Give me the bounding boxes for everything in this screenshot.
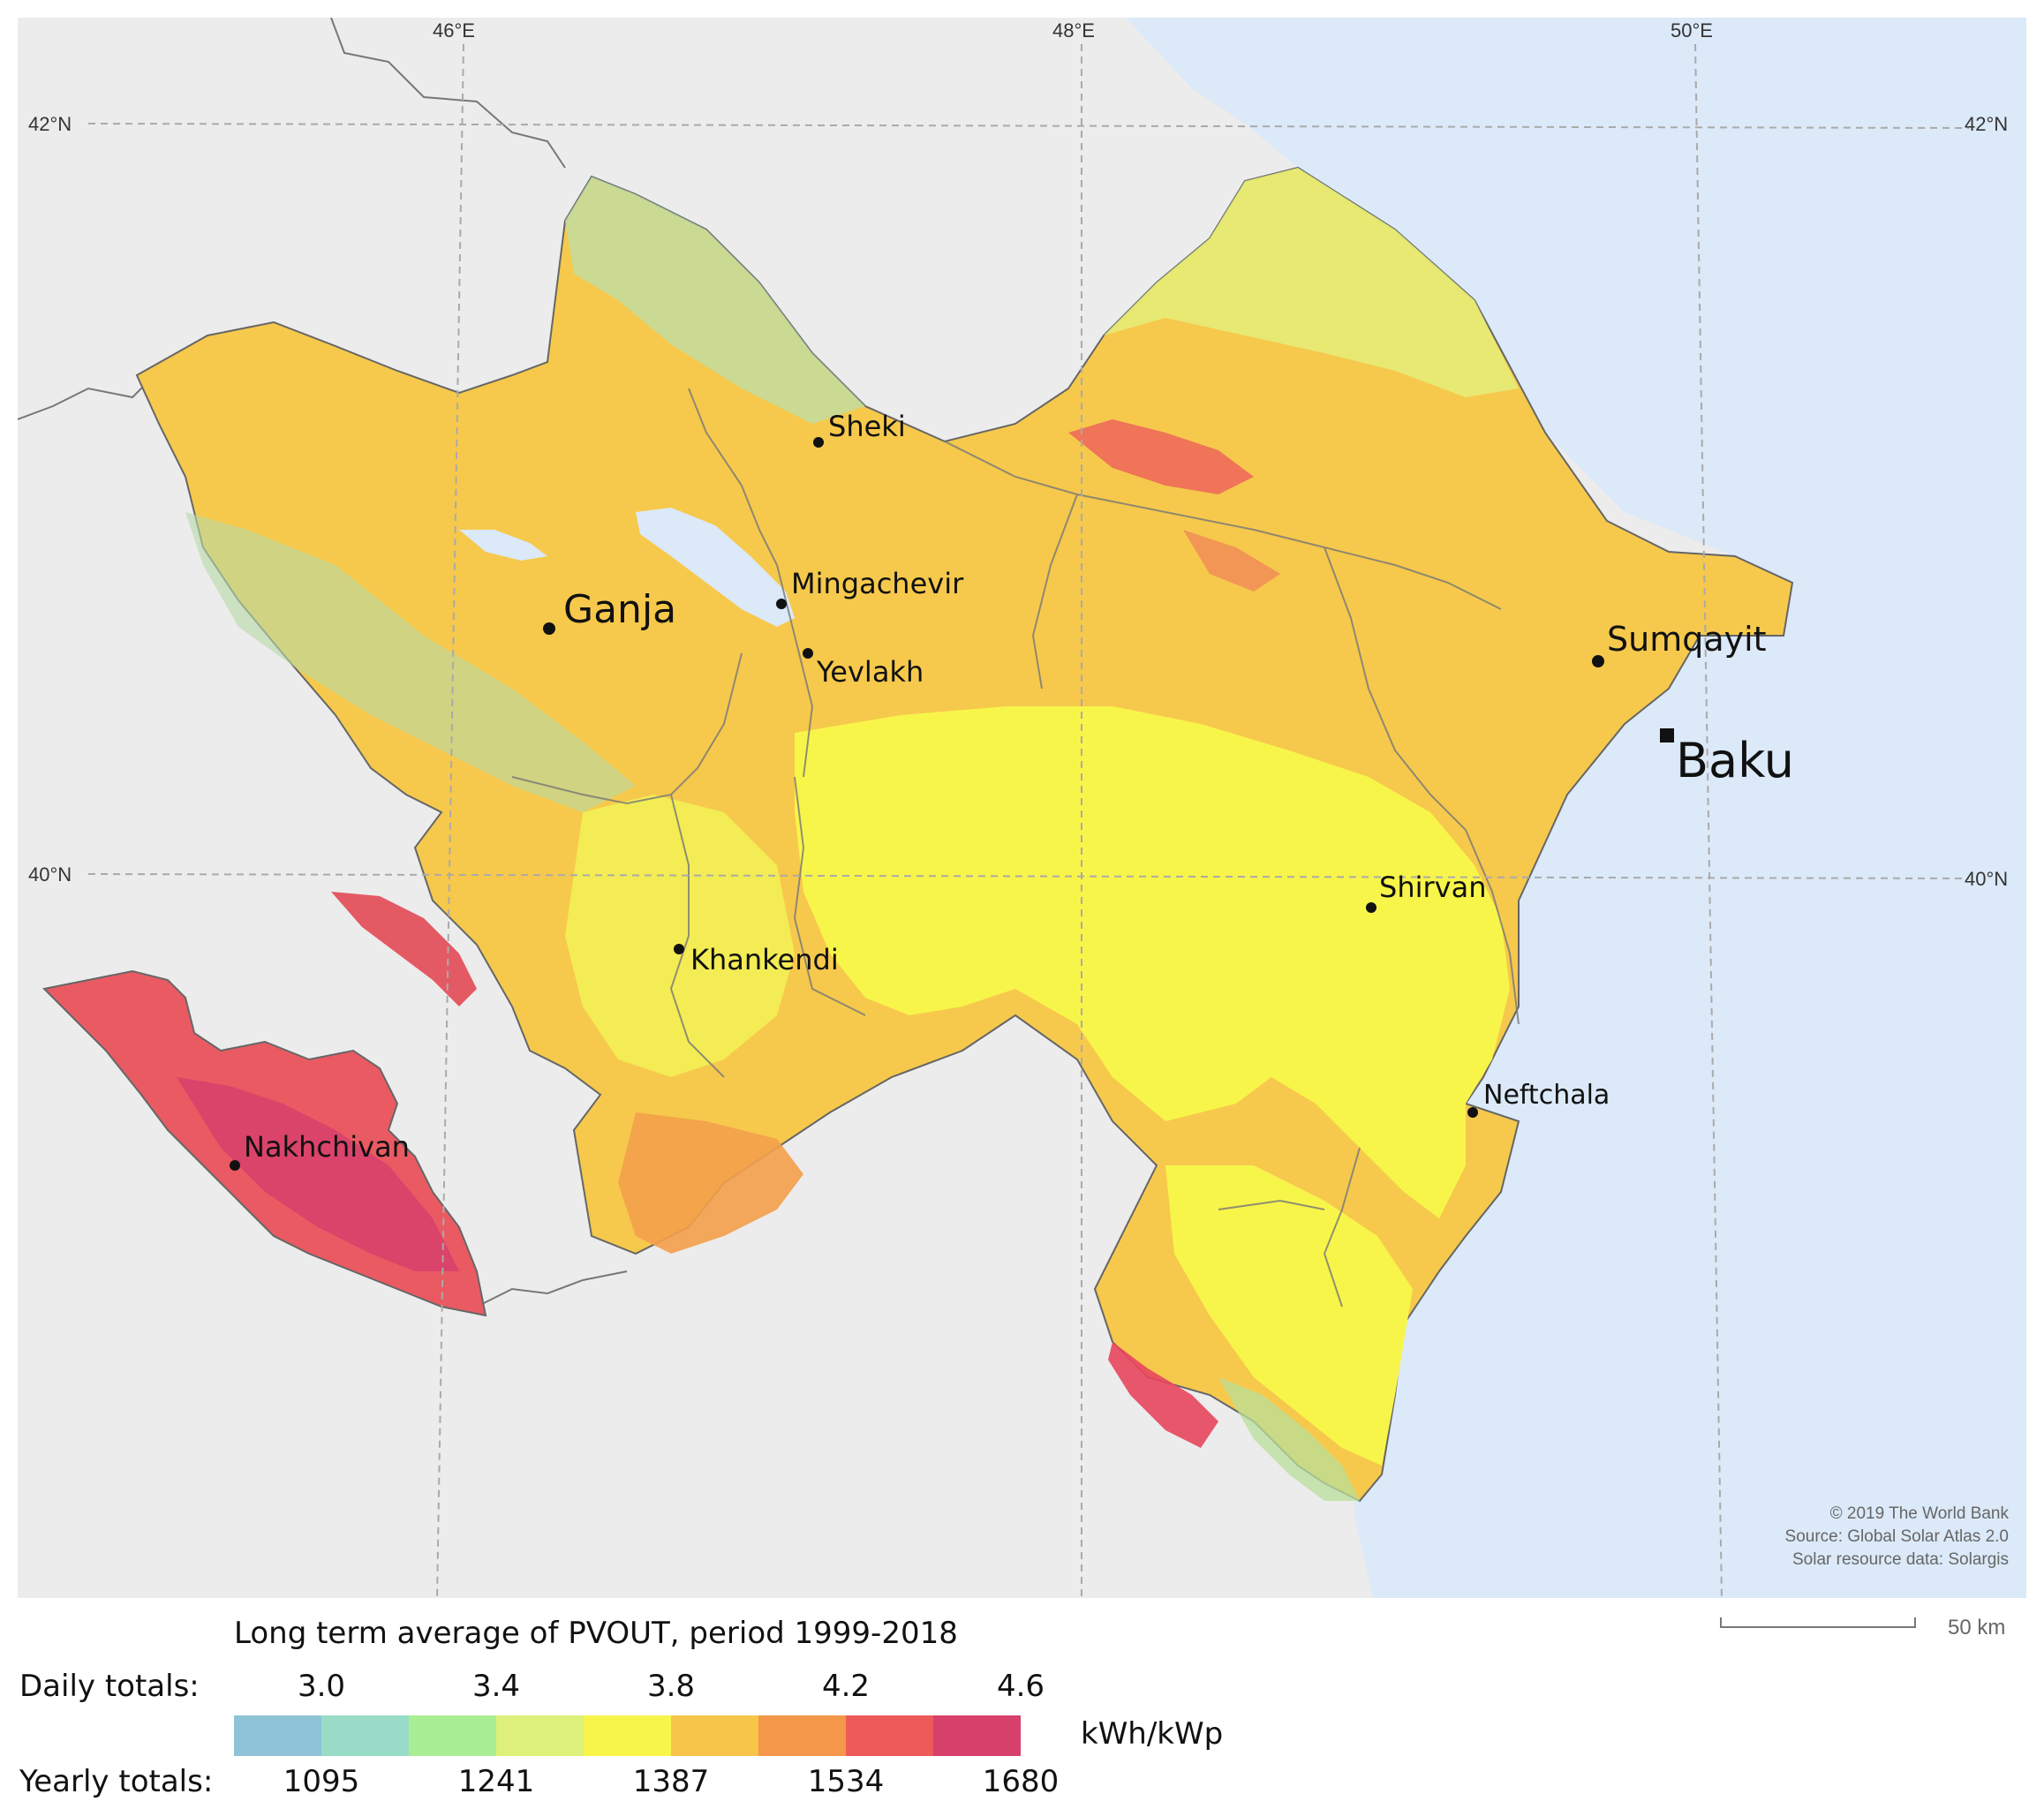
legend-swatch — [846, 1715, 933, 1756]
legend-swatch — [496, 1715, 584, 1756]
city-label: Sumqayit — [1607, 620, 1767, 659]
city-marker — [1366, 902, 1376, 913]
terrain-west-slope — [185, 512, 636, 812]
city-marker — [674, 944, 684, 954]
yearly-tick: 1387 — [632, 1764, 710, 1799]
city-shirvan[interactable]: Shirvan — [1366, 871, 1486, 913]
terrain-kura-lowland — [795, 706, 1510, 1218]
city-sheki[interactable]: Sheki — [813, 410, 906, 448]
legend-swatch — [321, 1715, 409, 1756]
legend-swatch — [671, 1715, 758, 1756]
legend: Long term average of PVOUT, period 1999-… — [0, 1598, 2044, 1809]
terrain-hotspot-west — [331, 892, 477, 1006]
city-yevlakh[interactable]: Yevlakh — [803, 648, 924, 689]
legend-colorbar — [234, 1715, 1021, 1756]
legend-unit: kWh/kWp — [1081, 1716, 1224, 1752]
city-neftchala[interactable]: Neftchala — [1467, 1080, 1610, 1118]
city-marker — [230, 1160, 240, 1171]
city-marker — [543, 622, 555, 635]
legend-swatch — [758, 1715, 846, 1756]
terrain-caucasus-slope — [565, 177, 865, 424]
city-label: Ganja — [563, 587, 676, 632]
yearly-totals-label: Yearly totals: — [19, 1764, 214, 1799]
lake — [459, 530, 547, 561]
terrain-central-yellow — [565, 795, 795, 1077]
scale-bar — [1720, 1617, 1916, 1628]
legend-swatch — [933, 1715, 1021, 1756]
daily-tick: 3.0 — [297, 1669, 346, 1704]
terrain-talysh-hotspot — [1108, 1342, 1218, 1448]
longitude-label-50e: 50°E — [1671, 19, 1713, 41]
scale-bar-label: 50 km — [1948, 1616, 2006, 1639]
yearly-tick: 1534 — [807, 1764, 885, 1799]
city-marker — [1467, 1107, 1478, 1118]
city-baku[interactable]: Baku — [1660, 728, 1794, 788]
terrain-talysh-slope — [1218, 1377, 1360, 1501]
credit-line: Solar resource data: Solargis — [1792, 1550, 2009, 1569]
yearly-tick: 1241 — [457, 1764, 535, 1799]
legend-swatch — [234, 1715, 321, 1756]
city-marker — [776, 599, 787, 609]
legend-swatch — [409, 1715, 496, 1756]
city-khankendi[interactable]: Khankendi — [674, 943, 839, 976]
credit-line: Source: Global Solar Atlas 2.0 — [1785, 1527, 2009, 1546]
latitude-label-42n-left: 42°N — [28, 113, 72, 135]
terrain-southwest-orange — [618, 1112, 803, 1254]
daily-tick: 4.2 — [821, 1669, 871, 1704]
mingachevir-reservoir — [636, 508, 795, 627]
city-sumqayit[interactable]: Sumqayit — [1592, 620, 1767, 667]
internal-borders — [511, 388, 1520, 1308]
neighbor-border — [476, 1270, 628, 1308]
latitude-label-40n-right: 40°N — [1965, 868, 2008, 890]
yearly-tick: 1680 — [982, 1764, 1060, 1799]
yearly-tick: 1095 — [283, 1764, 360, 1799]
credit-line: © 2019 The World Bank — [1830, 1504, 2010, 1523]
terrain-hotspot-north — [1068, 419, 1254, 494]
capital-marker — [1660, 728, 1674, 742]
longitude-label-46e: 46°E — [433, 19, 475, 41]
city-marker — [1592, 655, 1604, 667]
city-label: Mingachevir — [791, 567, 964, 600]
city-label: Shirvan — [1379, 871, 1486, 904]
city-label: Neftchala — [1483, 1080, 1610, 1111]
city-label: Nakhchivan — [244, 1130, 410, 1164]
city-nakhchivan[interactable]: Nakhchivan — [230, 1130, 410, 1171]
city-marker — [803, 648, 813, 659]
terrain-southeast-lowland — [1165, 1165, 1413, 1466]
daily-totals-label: Daily totals: — [19, 1669, 200, 1704]
city-ganja[interactable]: Ganja — [543, 587, 676, 635]
neighbor-border — [330, 18, 566, 169]
longitude-label-48e: 48°E — [1052, 19, 1095, 41]
legend-swatch — [584, 1715, 671, 1756]
terrain-hotspot-north — [1183, 530, 1280, 592]
legend-title: Long term average of PVOUT, period 1999-… — [234, 1616, 958, 1651]
city-label: Yevlakh — [816, 655, 924, 689]
map-frame[interactable]: 46°E 48°E 50°E 42°N 42°N 40°N 40°N Sheki… — [18, 18, 2026, 1598]
graticule — [87, 43, 1970, 1598]
city-mingachevir[interactable]: Mingachevir — [776, 567, 964, 609]
terrain-north-slope — [1104, 168, 1519, 397]
city-marker — [813, 437, 824, 448]
latitude-label-40n-left: 40°N — [28, 863, 72, 886]
caspian-sea — [1126, 18, 2026, 1598]
city-label: Sheki — [828, 410, 906, 443]
daily-tick: 3.8 — [646, 1669, 696, 1704]
daily-tick: 3.4 — [471, 1669, 521, 1704]
latitude-label-42n-right: 42°N — [1965, 113, 2008, 135]
daily-tick: 4.6 — [996, 1669, 1045, 1704]
city-label: Khankendi — [690, 943, 839, 976]
nakhchivan-hotspot — [177, 1077, 459, 1271]
city-label: Baku — [1676, 733, 1794, 788]
map-canvas[interactable]: 46°E 48°E 50°E 42°N 42°N 40°N 40°N Sheki… — [18, 18, 2026, 1598]
neighbor-border — [18, 379, 151, 420]
